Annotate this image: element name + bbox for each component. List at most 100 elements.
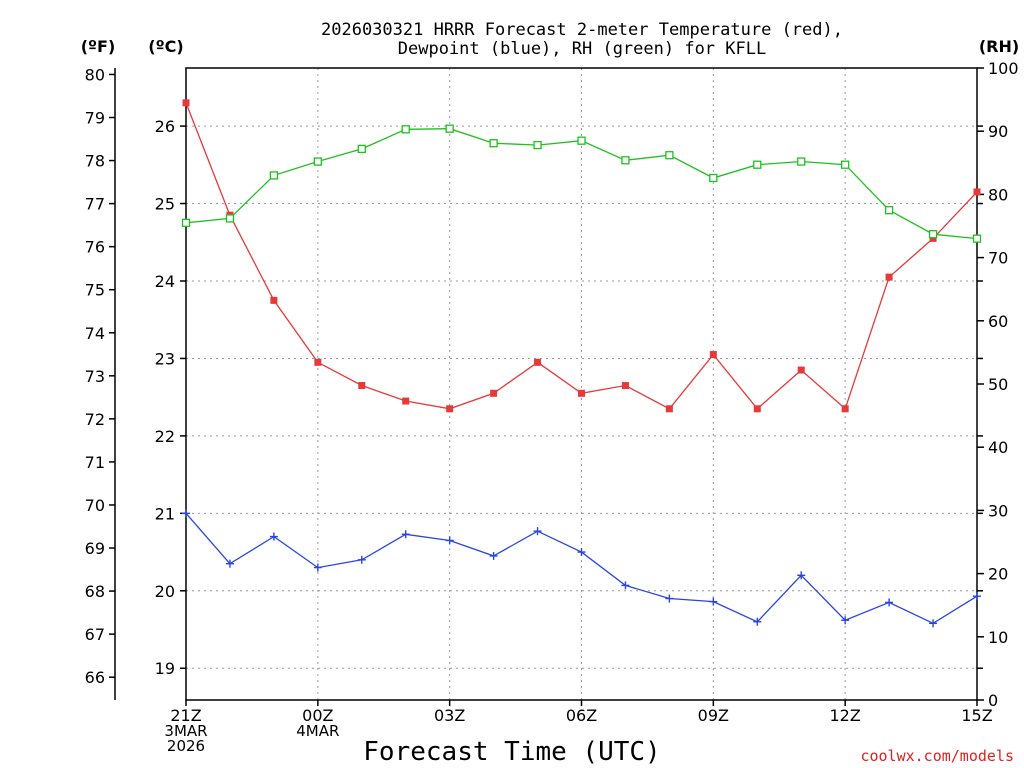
series-rh — [181, 124, 982, 243]
x-axis-label: Forecast Time (UTC) — [363, 737, 660, 767]
rh-point — [884, 206, 894, 215]
rh-tick-label: 70 — [988, 249, 1008, 268]
rh-point — [709, 173, 718, 183]
rh-point — [357, 144, 366, 154]
x-tick-label: 3MAR — [164, 722, 207, 740]
grid-lines — [186, 68, 977, 700]
dewpoint-point — [577, 548, 586, 557]
celsius-unit-label: (ºC) — [148, 37, 183, 56]
dewpoint-point — [489, 551, 498, 560]
rh-point — [489, 139, 498, 148]
rh-tick-label: 30 — [988, 501, 1008, 520]
x-tick-label: 4MAR — [296, 722, 339, 740]
chart-title-line-1: 2026030321 HRRR Forecast 2-meter Tempera… — [321, 20, 843, 40]
fahrenheit-tick-label: 68 — [85, 582, 105, 601]
temperature-point — [182, 99, 190, 107]
rh-point — [621, 156, 630, 165]
rh-point — [797, 157, 806, 166]
rh-point — [665, 151, 674, 160]
x-tick-label: 00Z — [302, 706, 333, 725]
dewpoint-point — [753, 617, 762, 626]
temperature-point — [578, 389, 585, 397]
fahrenheit-tick-label: 74 — [85, 324, 105, 343]
fahrenheit-tick-label: 67 — [85, 625, 105, 644]
temperature-point — [973, 188, 981, 196]
dewpoint-point — [269, 532, 278, 541]
rh-tick-label: 100 — [988, 59, 1019, 78]
rh-tick-label: 50 — [988, 375, 1008, 394]
rh-tick-label: 10 — [988, 628, 1008, 647]
temperature-point — [885, 273, 893, 281]
dewpoint-point — [973, 592, 981, 601]
celsius-tick-label: 22 — [155, 427, 175, 446]
temperature-point — [358, 382, 366, 390]
fahrenheit-tick-label: 69 — [85, 539, 105, 558]
dewpoint-point — [357, 555, 366, 564]
rh-point — [269, 171, 279, 180]
temperature-point — [490, 389, 498, 397]
temperature-point — [621, 382, 629, 390]
rh-tick-label: 20 — [988, 565, 1008, 584]
rh-tick-label: 40 — [988, 438, 1008, 457]
dewpoint-point — [841, 616, 850, 625]
fahrenheit-tick-label: 77 — [85, 195, 105, 214]
temperature-point — [446, 405, 454, 413]
celsius-tick-label: 24 — [155, 272, 175, 291]
rh-point — [225, 214, 235, 223]
celsius-tick-label: 26 — [155, 117, 175, 136]
data-series — [181, 99, 982, 628]
fahrenheit-tick-label: 78 — [85, 152, 105, 171]
chart-title-line-2: Dewpoint (blue), RH (green) for KFLL — [398, 39, 766, 59]
temperature-point — [314, 358, 322, 366]
dewpoint-point — [401, 530, 410, 539]
dewpoint-point — [182, 509, 190, 518]
x-tick-label: 06Z — [566, 706, 597, 725]
rh-point — [181, 218, 191, 227]
series-temperature — [182, 99, 981, 413]
dewpoint-point — [929, 619, 938, 628]
fahrenheit-tick-label: 79 — [85, 109, 105, 128]
celsius-tick-label: 19 — [155, 659, 175, 678]
celsius-tick-label: 21 — [155, 504, 175, 523]
rh-tick-label: 0 — [988, 691, 998, 710]
rh-point — [313, 157, 322, 166]
dewpoint-point — [885, 598, 894, 607]
x-tick-label: 12Z — [830, 706, 861, 725]
temperature-point — [929, 234, 937, 242]
rh-point — [533, 140, 542, 150]
plot-frame — [185, 67, 978, 701]
dewpoint-point — [621, 581, 630, 590]
temperature-point — [841, 405, 849, 413]
temperature-point — [534, 358, 542, 366]
fahrenheit-tick-label: 76 — [85, 238, 105, 257]
x-tick-label: 2026 — [167, 737, 205, 755]
x-tick-label: 21Z — [170, 706, 201, 725]
dewpoint-point — [445, 536, 454, 545]
x-tick-label: 09Z — [698, 706, 729, 725]
rh-point — [928, 230, 938, 239]
dewpoint-point — [225, 559, 234, 568]
celsius-tick-label: 25 — [155, 195, 175, 214]
temperature-point — [797, 366, 805, 374]
celsius-tick-label: 20 — [155, 582, 175, 601]
rh-point — [753, 160, 762, 169]
rh-unit-label: (RH) — [979, 37, 1019, 56]
rh-point — [401, 125, 410, 134]
dewpoint-point — [533, 527, 542, 536]
rh-point — [841, 160, 850, 169]
celsius-tick-label: 23 — [155, 349, 175, 368]
x-tick-label: 15Z — [961, 706, 992, 725]
rh-tick-label: 60 — [988, 312, 1008, 331]
fahrenheit-tick-label: 80 — [85, 65, 105, 84]
dewpoint-point — [797, 571, 806, 580]
rh-tick-label: 90 — [988, 122, 1008, 141]
rh-point — [972, 234, 982, 243]
x-tick-label: 03Z — [434, 706, 465, 725]
fahrenheit-tick-label: 70 — [85, 496, 105, 515]
temperature-point — [402, 397, 410, 405]
fahrenheit-tick-label: 72 — [85, 410, 105, 429]
dewpoint-point — [709, 597, 718, 606]
dewpoint-line — [185, 512, 978, 625]
fahrenheit-tick-label: 66 — [85, 668, 105, 687]
